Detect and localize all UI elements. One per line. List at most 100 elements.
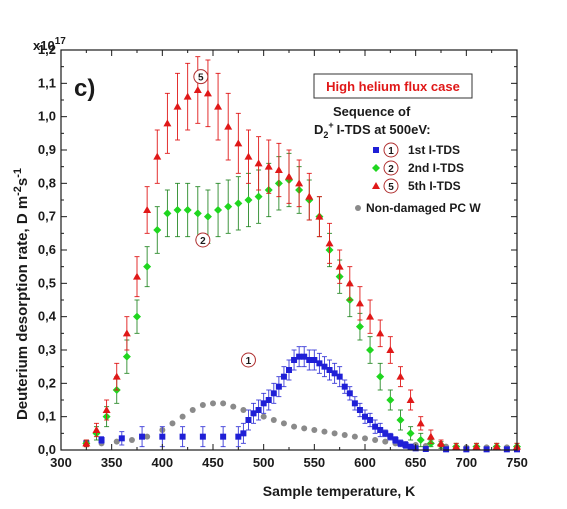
data-point [264, 162, 273, 170]
data-point [98, 437, 105, 443]
data-point [291, 357, 298, 363]
data-point [169, 420, 176, 427]
data-point [230, 403, 237, 410]
curve-marker-label: 5 [198, 73, 204, 84]
data-point [118, 435, 125, 442]
data-point [153, 226, 162, 234]
x-tick-label: 650 [405, 455, 427, 470]
data-point [315, 212, 324, 220]
curve-marker-circle [193, 69, 209, 85]
data-point [311, 427, 318, 433]
y-tick-label: 0,7 [38, 209, 56, 224]
data-point [183, 206, 192, 214]
data-point [362, 435, 368, 442]
data-point [382, 430, 389, 437]
legend-marker [372, 182, 380, 189]
data-point [220, 400, 227, 407]
data-point [396, 372, 405, 380]
data-point [214, 102, 223, 110]
data-point [139, 433, 146, 440]
title-box-text: High helium flux case [326, 79, 460, 94]
data-point [295, 179, 304, 187]
legend-label: Non-damaged PC W [366, 201, 481, 215]
curve-marker-label: 1 [246, 356, 252, 367]
legend-item-3: 5 5th I-TDS [372, 178, 461, 194]
data-point [301, 353, 308, 360]
data-point [483, 446, 490, 453]
legend-marker [372, 164, 380, 172]
data-point [325, 239, 334, 247]
legend-number: 5 [388, 182, 394, 193]
data-point [336, 373, 343, 380]
data-point [407, 443, 414, 450]
data-point [163, 209, 172, 218]
data-point [203, 212, 212, 221]
x-tick-label: 300 [50, 455, 72, 470]
data-point [331, 370, 338, 377]
data-point [143, 206, 152, 213]
data-point [199, 433, 206, 440]
data-point [270, 390, 277, 397]
data-point [291, 423, 298, 430]
data-point [366, 346, 375, 354]
data-point [372, 423, 379, 430]
curve-marker-2: 2 [195, 232, 211, 248]
series-2nd-i-tds [82, 152, 521, 451]
data-point [296, 353, 303, 360]
x-tick-label: 750 [506, 455, 528, 470]
data-point [234, 139, 243, 147]
panel-label: c) [74, 75, 95, 102]
legend-number-circle [383, 178, 399, 194]
data-point [285, 172, 293, 180]
data-point [173, 206, 182, 214]
data-point [250, 410, 257, 417]
data-point [305, 192, 314, 200]
data-point [143, 262, 152, 271]
data-point [392, 437, 399, 443]
legend-label: 1st I-TDS [408, 143, 460, 157]
data-point [472, 442, 481, 450]
data-point [163, 119, 172, 127]
data-point [422, 446, 429, 452]
y-tick-label: 1,0 [38, 109, 56, 124]
data-point [270, 417, 277, 423]
data-point [275, 383, 282, 390]
data-point [416, 436, 425, 444]
data-point [274, 166, 283, 173]
data-point [112, 372, 121, 380]
data-point [280, 420, 287, 427]
data-point [321, 428, 328, 435]
data-point [128, 437, 135, 443]
data-point [377, 427, 384, 433]
legend-marker [373, 147, 379, 153]
data-point [426, 432, 435, 440]
data-point [316, 360, 323, 367]
data-point [306, 357, 313, 363]
series-non-damaged-pc-w [83, 400, 510, 451]
data-point [144, 433, 151, 440]
curve-marker-label: 2 [200, 236, 206, 247]
data-point [122, 352, 131, 361]
curve-marker-1: 1 [240, 352, 256, 368]
data-point [301, 425, 308, 432]
legend-number: 2 [388, 164, 394, 175]
data-point [386, 346, 395, 353]
title-box [313, 73, 473, 99]
legend-item-4: Non-damaged PC W [355, 201, 481, 215]
data-point [346, 390, 353, 397]
data-point [331, 430, 338, 437]
legend-label: 2nd I-TDS [408, 161, 464, 175]
data-point [234, 199, 243, 208]
plot-frame [60, 49, 518, 451]
y-tick-label: 0,4 [38, 309, 57, 324]
data-point [437, 439, 445, 447]
data-point [254, 192, 263, 201]
data-point [503, 446, 510, 453]
data-point [387, 433, 394, 440]
data-point [113, 438, 120, 445]
data-point [235, 433, 242, 440]
y-tick-label: 1,1 [38, 75, 56, 90]
data-point [355, 299, 364, 307]
data-point [416, 419, 425, 427]
